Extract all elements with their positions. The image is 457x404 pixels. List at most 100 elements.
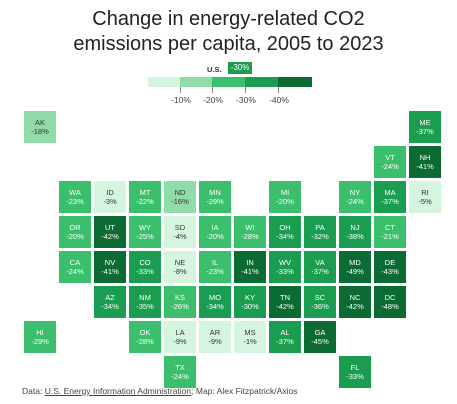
state-abbr: SC — [314, 293, 326, 302]
state-tile-ct[interactable]: CT -21% — [374, 216, 406, 248]
state-tile-tx[interactable]: TX -24% — [164, 356, 196, 388]
state-value: -20% — [276, 197, 294, 206]
state-value: -33% — [136, 267, 154, 276]
legend-label: -10% — [171, 95, 191, 105]
state-tile-wy[interactable]: WY -25% — [129, 216, 161, 248]
state-value: -24% — [171, 372, 189, 381]
state-value: -38% — [346, 232, 364, 241]
state-tile-mo[interactable]: MO -34% — [199, 286, 231, 318]
state-tile-nc[interactable]: NC -42% — [339, 286, 371, 318]
state-tile-ne[interactable]: NE -8% — [164, 251, 196, 283]
state-tile-co[interactable]: CO -33% — [129, 251, 161, 283]
state-tile-la[interactable]: LA -9% — [164, 321, 196, 353]
state-tile-ny[interactable]: NY -24% — [339, 181, 371, 213]
source-credit: Data: U.S. Energy Information Administra… — [22, 386, 297, 396]
state-value: -24% — [66, 267, 84, 276]
state-tile-ga[interactable]: GA -45% — [304, 321, 336, 353]
state-tile-nm[interactable]: NM -35% — [129, 286, 161, 318]
state-abbr: PA — [315, 223, 325, 232]
state-tile-ky[interactable]: KY -30% — [234, 286, 266, 318]
state-tile-sc[interactable]: SC -36% — [304, 286, 336, 318]
state-tile-ma[interactable]: MA -37% — [374, 181, 406, 213]
state-abbr: MS — [244, 328, 256, 337]
state-value: -16% — [171, 197, 189, 206]
state-tile-wv[interactable]: WV -33% — [269, 251, 301, 283]
state-abbr: IN — [246, 258, 254, 267]
state-tile-wa[interactable]: WA -23% — [59, 181, 91, 213]
state-tile-hi[interactable]: HI -29% — [24, 321, 56, 353]
state-abbr: NH — [419, 153, 431, 162]
state-value: -3% — [103, 197, 117, 206]
state-tile-ca[interactable]: CA -24% — [59, 251, 91, 283]
us-average-label: U.S. — [207, 65, 222, 74]
state-abbr: MO — [208, 293, 222, 302]
state-tile-ok[interactable]: OK -28% — [129, 321, 161, 353]
source-prefix: Data: — [22, 386, 45, 396]
state-tile-dc[interactable]: DC -48% — [374, 286, 406, 318]
state-tile-id[interactable]: ID -3% — [94, 181, 126, 213]
state-value: -28% — [136, 337, 154, 346]
state-tile-vt[interactable]: VT -24% — [374, 146, 406, 178]
state-tile-sd[interactable]: SD -4% — [164, 216, 196, 248]
state-abbr: WY — [138, 223, 152, 232]
state-abbr: MI — [280, 188, 290, 197]
state-abbr: KY — [244, 293, 255, 302]
state-tile-nh[interactable]: NH -41% — [409, 146, 441, 178]
state-tile-mi[interactable]: MI -20% — [269, 181, 301, 213]
state-tile-ak[interactable]: AK -18% — [24, 111, 56, 143]
state-tile-ar[interactable]: AR -9% — [199, 321, 231, 353]
state-value: -41% — [241, 267, 259, 276]
state-abbr: RI — [421, 188, 429, 197]
state-value: -20% — [206, 232, 224, 241]
state-tile-ri[interactable]: RI -5% — [409, 181, 441, 213]
state-tile-ks[interactable]: KS -26% — [164, 286, 196, 318]
state-value: -29% — [206, 197, 224, 206]
state-value: -23% — [66, 197, 84, 206]
state-abbr: AR — [209, 328, 221, 337]
state-tile-pa[interactable]: PA -32% — [304, 216, 336, 248]
state-tile-il[interactable]: IL -23% — [199, 251, 231, 283]
state-tile-wi[interactable]: WI -28% — [234, 216, 266, 248]
legend-swatch-10-to-20 — [180, 77, 212, 87]
state-value: -22% — [136, 197, 154, 206]
color-legend — [148, 77, 312, 87]
state-tile-al[interactable]: AL -37% — [269, 321, 301, 353]
state-value: -1% — [243, 337, 257, 346]
state-value: -20% — [66, 232, 84, 241]
state-value: -49% — [346, 267, 364, 276]
legend-label: -30% — [236, 95, 256, 105]
state-tile-tn[interactable]: TN -42% — [269, 286, 301, 318]
source-link[interactable]: U.S. Energy Information Administration — [44, 386, 192, 396]
state-tile-az[interactable]: AZ -34% — [94, 286, 126, 318]
state-abbr: IA — [211, 223, 219, 232]
state-tile-nv[interactable]: NV -41% — [94, 251, 126, 283]
legend-swatch-0-to-10 — [148, 77, 180, 87]
state-tile-nd[interactable]: ND -16% — [164, 181, 196, 213]
state-tile-ut[interactable]: UT -42% — [94, 216, 126, 248]
state-tile-de[interactable]: DE -43% — [374, 251, 406, 283]
state-tile-or[interactable]: OR -20% — [59, 216, 91, 248]
state-tile-nj[interactable]: NJ -38% — [339, 216, 371, 248]
state-tile-va[interactable]: VA -37% — [304, 251, 336, 283]
state-tile-mn[interactable]: MN -29% — [199, 181, 231, 213]
state-value: -45% — [311, 337, 329, 346]
state-abbr: ID — [106, 188, 114, 197]
state-abbr: CT — [385, 223, 395, 232]
state-tile-me[interactable]: ME -37% — [409, 111, 441, 143]
state-value: -34% — [206, 302, 224, 311]
map-title: Change in energy-related CO2 emissions p… — [0, 7, 457, 57]
state-value: -26% — [171, 302, 189, 311]
state-tile-ia[interactable]: IA -20% — [199, 216, 231, 248]
state-tile-mt[interactable]: MT -22% — [129, 181, 161, 213]
state-abbr: DC — [384, 293, 396, 302]
state-abbr: NV — [104, 258, 116, 267]
state-abbr: NE — [174, 258, 186, 267]
state-tile-oh[interactable]: OH -34% — [269, 216, 301, 248]
state-value: -37% — [276, 337, 294, 346]
state-tile-ms[interactable]: MS -1% — [234, 321, 266, 353]
state-tile-md[interactable]: MD -49% — [339, 251, 371, 283]
state-abbr: ND — [174, 188, 186, 197]
state-value: -42% — [346, 302, 364, 311]
state-tile-in[interactable]: IN -41% — [234, 251, 266, 283]
state-tile-fl[interactable]: FL -33% — [339, 356, 371, 388]
